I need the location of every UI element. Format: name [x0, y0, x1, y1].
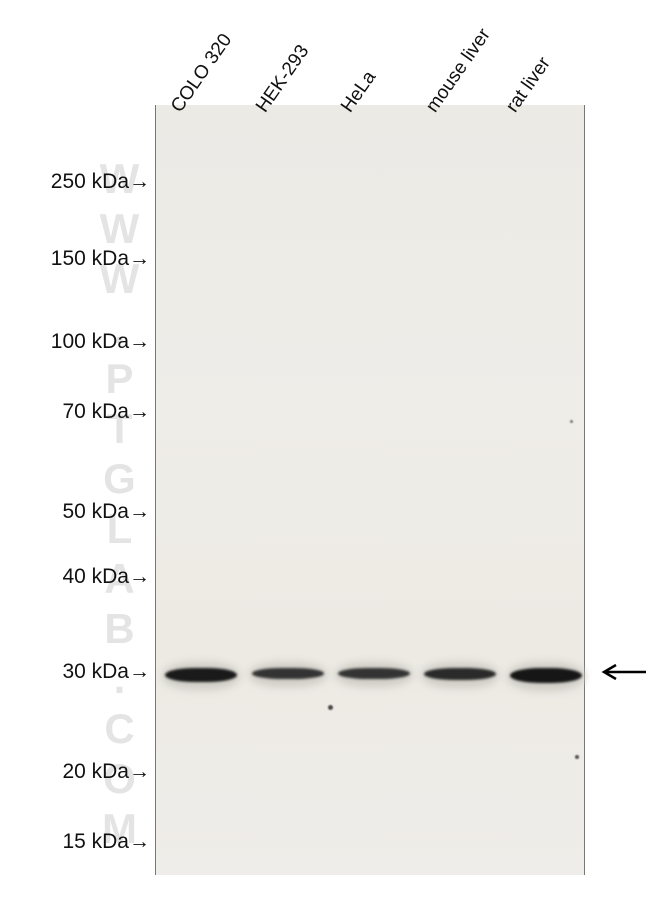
- mw-arrow-icon: →: [129, 247, 150, 271]
- mw-marker-label: 250 kDa→: [51, 170, 150, 194]
- mw-marker-label: 15 kDa→: [62, 830, 150, 854]
- mw-arrow-icon: →: [129, 400, 150, 424]
- mw-marker-label: 100 kDa→: [51, 330, 150, 354]
- target-band-arrow: [598, 662, 648, 682]
- mw-marker-label: 70 kDa→: [62, 400, 150, 424]
- mw-marker-label: 150 kDa→: [51, 247, 150, 271]
- mw-arrow-icon: →: [129, 330, 150, 354]
- figure-container: WWW.PTGLAB.COM COLO 320HEK-293HeLamouse …: [0, 0, 650, 903]
- noise-speck: [570, 420, 573, 423]
- mw-marker-label: 50 kDa→: [62, 500, 150, 524]
- protein-band: [510, 668, 582, 683]
- blot-background: [156, 105, 584, 875]
- protein-band: [338, 668, 410, 679]
- lane-label: COLO 320: [167, 30, 237, 117]
- mw-arrow-icon: →: [129, 660, 150, 684]
- mw-arrow-icon: →: [129, 565, 150, 589]
- lane-label: mouse liver: [422, 25, 496, 117]
- mw-marker-label: 20 kDa→: [62, 760, 150, 784]
- protein-band: [165, 668, 237, 682]
- mw-marker-label: 40 kDa→: [62, 565, 150, 589]
- blot-membrane: [155, 105, 585, 875]
- protein-band: [424, 668, 496, 680]
- mw-arrow-icon: →: [129, 500, 150, 524]
- mw-marker-label: 30 kDa→: [62, 660, 150, 684]
- mw-arrow-icon: →: [129, 760, 150, 784]
- noise-speck: [575, 755, 579, 759]
- mw-arrow-icon: →: [129, 830, 150, 854]
- protein-band: [252, 668, 324, 679]
- noise-speck: [328, 705, 333, 710]
- mw-arrow-icon: →: [129, 170, 150, 194]
